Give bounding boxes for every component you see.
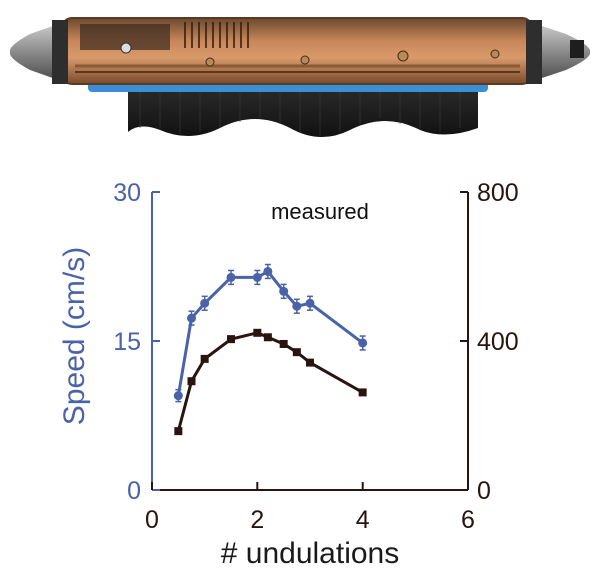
series-2-point <box>253 328 262 337</box>
series-1-point <box>292 301 302 311</box>
series-2-point <box>358 388 367 397</box>
robot-left-cap <box>9 22 64 82</box>
series-2-point <box>174 427 183 436</box>
series-1-point <box>200 298 210 308</box>
right-tick-marks <box>460 191 468 491</box>
series-1-point <box>173 391 183 401</box>
series-2-point <box>306 358 314 367</box>
left-tick-label: 30 <box>113 179 141 207</box>
chart-annotation: measured <box>271 199 369 224</box>
series-2-line <box>176 331 364 432</box>
left-tick-label: 0 <box>127 477 141 505</box>
series-1-point <box>358 338 368 348</box>
y-axis-title: Speed (cm/s) <box>58 247 91 425</box>
x-axis-title: # undulations <box>221 537 399 570</box>
series-1-point <box>226 272 236 282</box>
robot-fin <box>128 88 478 138</box>
series-layer <box>173 263 368 436</box>
right-tick-label: 400 <box>477 328 519 356</box>
series-2-point <box>187 377 196 386</box>
x-tick-label: 2 <box>250 506 264 534</box>
series-1-point <box>187 313 196 323</box>
series-1-point <box>305 298 315 308</box>
left-tick-marks <box>152 191 160 491</box>
series-1-point <box>263 266 273 276</box>
series-1-point <box>279 286 289 296</box>
series-2-point <box>227 335 235 344</box>
series-1-line <box>176 269 364 396</box>
x-tick-label: 4 <box>356 506 370 534</box>
x-tick-label: 6 <box>461 506 475 534</box>
right-tick-label: 0 <box>477 477 491 505</box>
series-2-point <box>200 354 209 363</box>
series-2-point <box>279 339 288 348</box>
x-tick-label: 0 <box>145 506 159 534</box>
undulation-chart: 30 15 0 800 400 0 0 2 4 6 Speed (cm/s) #… <box>58 179 519 570</box>
robot-photo <box>9 17 591 138</box>
left-tick-label: 15 <box>113 328 141 356</box>
series-1-point <box>252 272 262 282</box>
series-2-point <box>263 333 272 342</box>
x-tick-marks <box>151 482 469 490</box>
right-tick-label: 800 <box>477 179 519 207</box>
robot-right-cap <box>530 22 591 82</box>
series-2-point <box>292 348 301 357</box>
